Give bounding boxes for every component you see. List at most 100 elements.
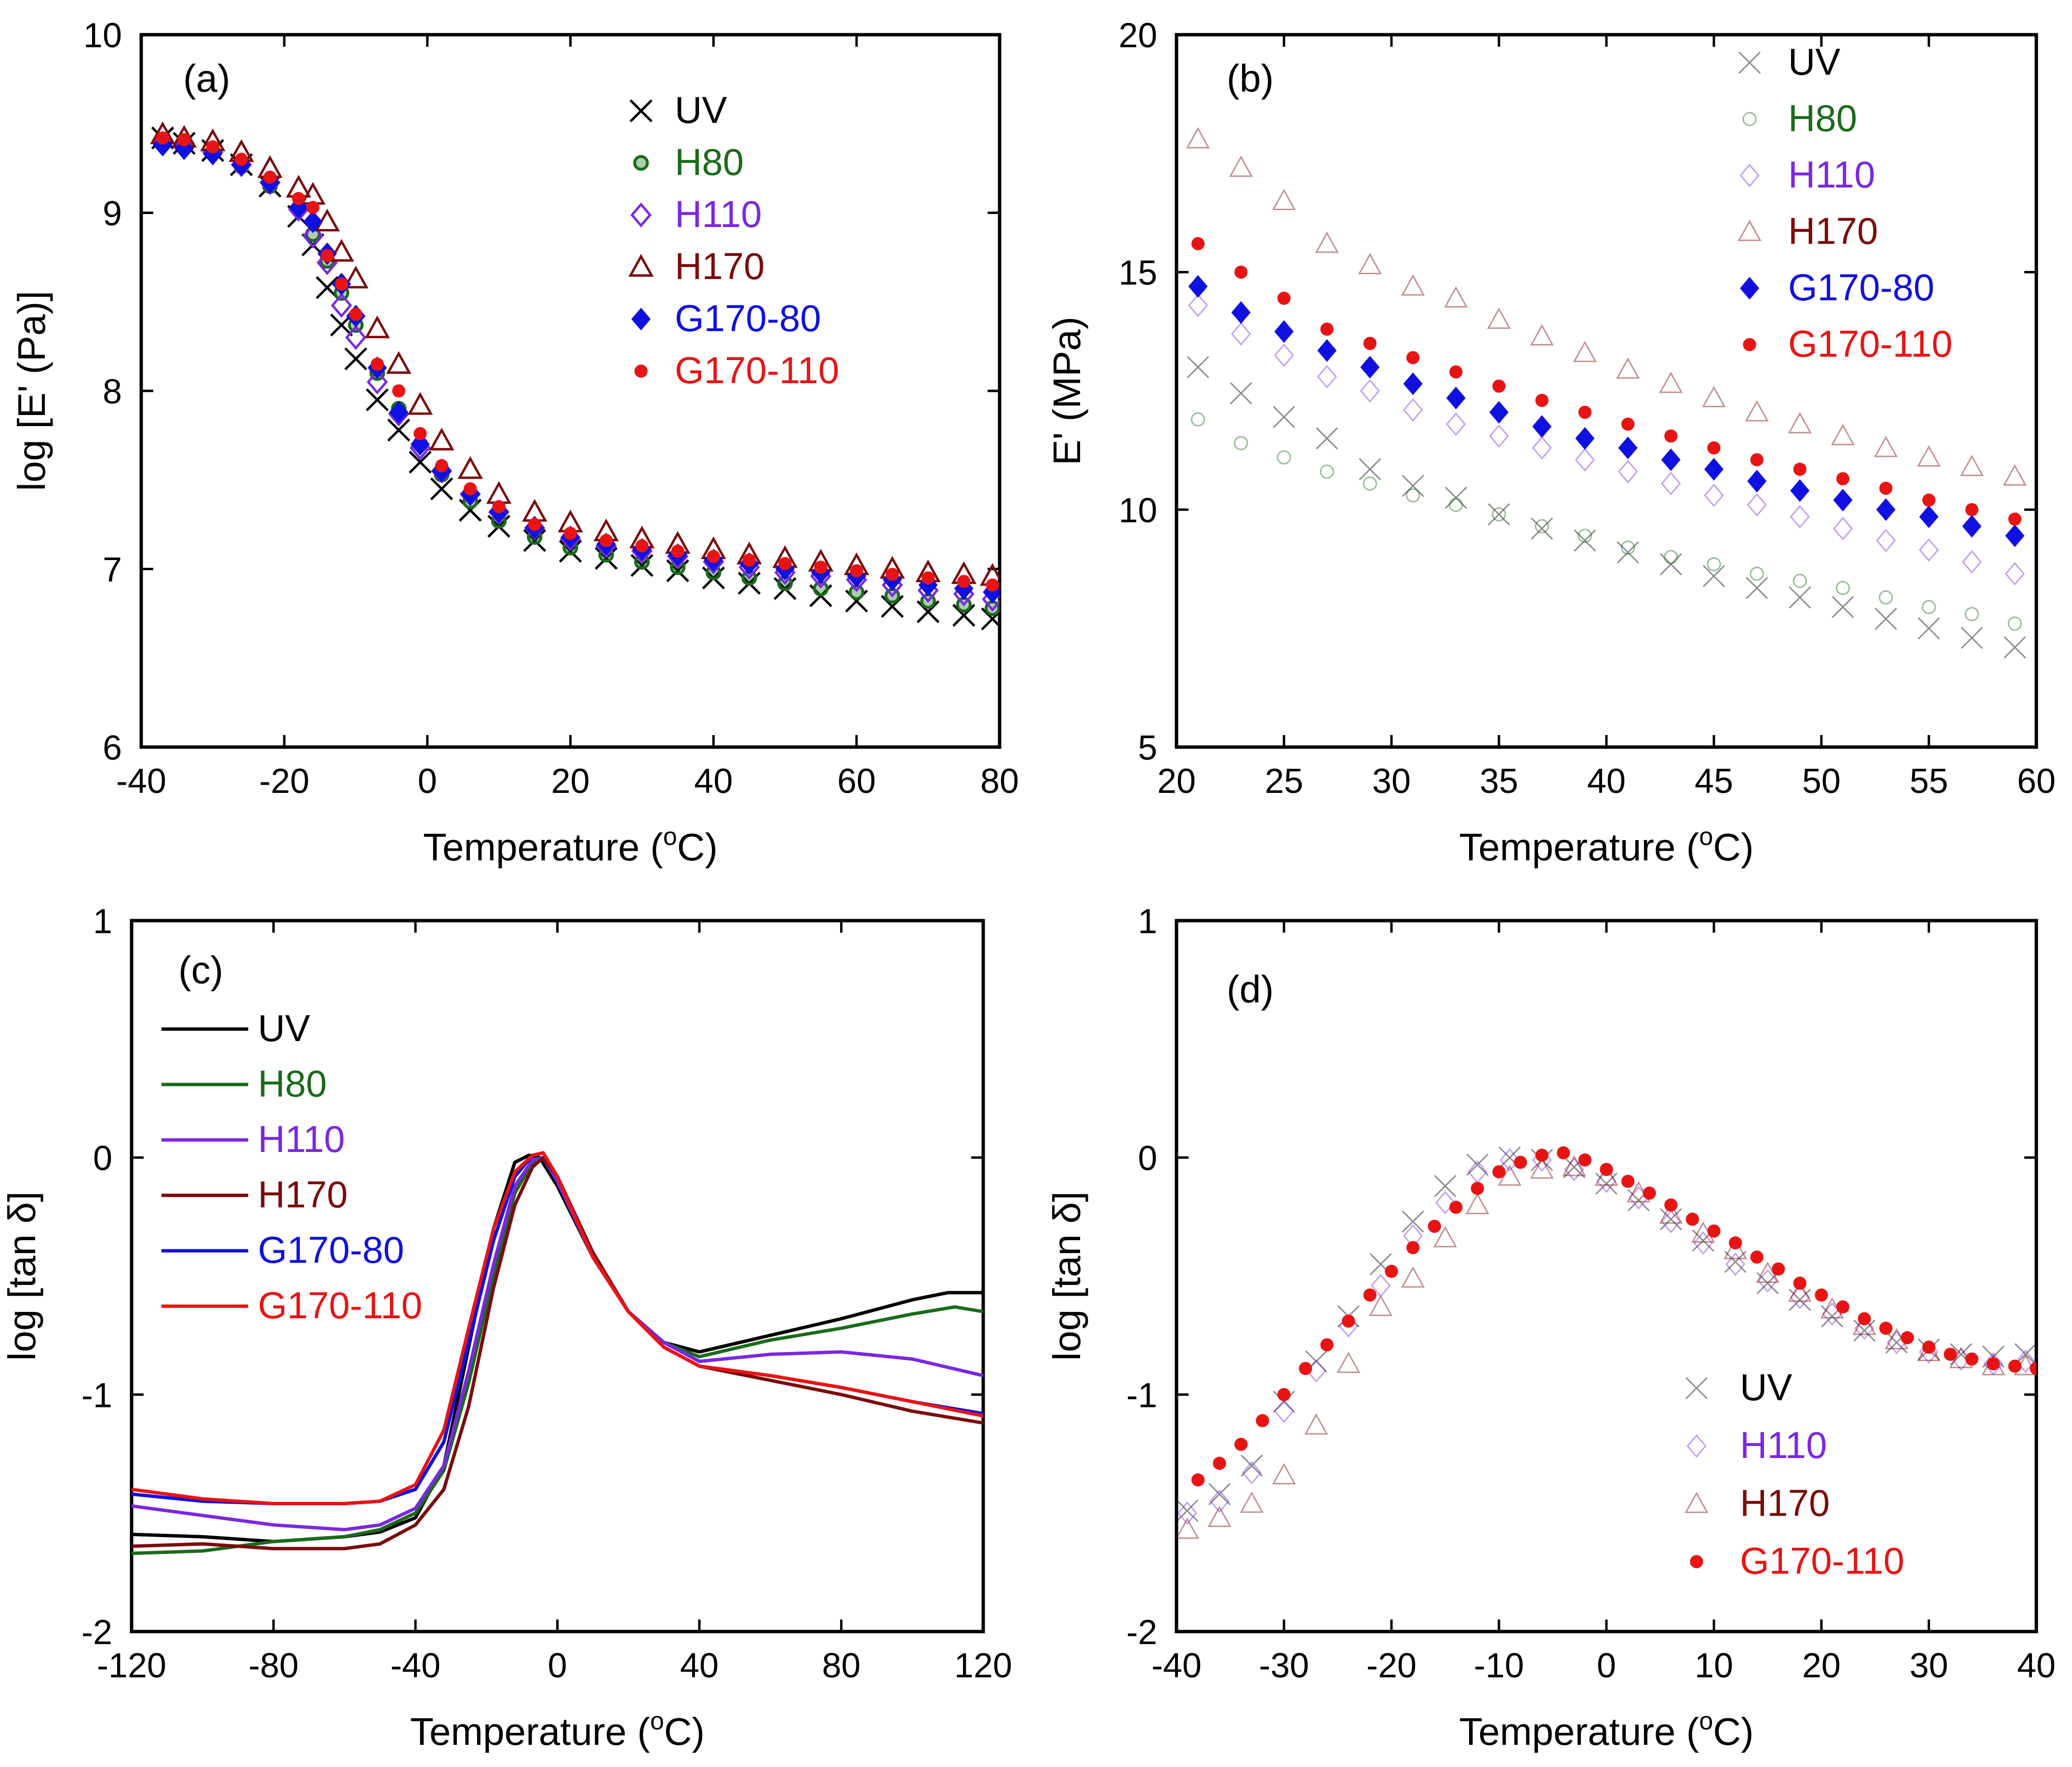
legend-label-H170: H170 [1740, 1482, 1830, 1524]
legend: UV H80 H110 H170 G170-80 G170-110 [161, 1007, 422, 1326]
data-point-G170-110 [1922, 493, 1936, 507]
y-tick-label: 6 [103, 729, 122, 767]
data-point-UV-stroke-1 [1789, 1288, 1811, 1311]
data-point-UV-stroke-1 [2004, 636, 2026, 659]
data-point-UV-stroke-1 [1595, 1172, 1618, 1195]
data-point-H80 [1750, 566, 1764, 581]
data-point-G170-110 [1449, 1201, 1463, 1214]
data-point-H170 [1788, 1280, 1812, 1302]
data-point-UV-stroke-2 [409, 451, 432, 474]
data-point-UV-stroke-2 [981, 610, 1000, 630]
data-point-UV [1444, 486, 1467, 509]
data-point-UV-stroke-1 [1241, 1454, 1263, 1477]
data-point-UV-stroke-2 [1595, 1172, 1618, 1195]
series-line-G170-110 [132, 1151, 983, 1505]
x-tick-label: -120 [97, 1647, 166, 1685]
data-point-H110 [1317, 365, 1337, 388]
legend-item-H80: H80 [1742, 97, 1857, 139]
data-point-UV [1466, 1153, 1489, 1176]
data-point-H170 [1530, 1157, 1554, 1179]
data-point-G170-110 [1621, 1175, 1635, 1188]
data-point-UV-stroke-2 [630, 554, 654, 577]
data-point-G170-80 [1317, 339, 1337, 362]
data-point-H110 [1661, 1210, 1681, 1233]
x-tick-label: 60 [837, 762, 876, 801]
series-H170 [1186, 127, 2027, 486]
data-point-H80 [848, 584, 865, 600]
legend-item-G170-80: G170-80 [161, 1229, 404, 1271]
x-tick-label: 35 [1480, 762, 1518, 801]
data-point-G170-110 [1191, 237, 1205, 251]
data-point-G170-110 [1879, 1322, 1893, 1335]
data-point-G170-110 [1234, 1437, 1248, 1451]
y-tick-label: 10 [83, 16, 122, 55]
data-point-G170-110 [1406, 351, 1420, 364]
data-point-H170 [1530, 324, 1554, 346]
legend-swatch-H110 [1686, 1434, 1707, 1458]
series-H110 [132, 1156, 983, 1532]
data-point-UV-stroke-2 [387, 418, 411, 442]
data-point-G170-110 [1664, 1198, 1678, 1212]
data-point-G170-110 [1298, 1362, 1312, 1375]
data-point-G170-110 [1815, 1288, 1828, 1302]
data-point-G170-110 [414, 427, 427, 441]
data-point-H110 [1747, 493, 1767, 517]
y-tick-label: 0 [1138, 1139, 1157, 1178]
data-point-G170-110 [1492, 1165, 1506, 1178]
data-point-UV [1702, 565, 1725, 588]
series-line-H170 [132, 1156, 983, 1551]
legend-item-H110: H110 [1739, 153, 1875, 196]
x-tick-label: -40 [116, 762, 166, 801]
data-point-UV-stroke-1 [1305, 1350, 1327, 1373]
x-axis-label-suffix: C) [677, 826, 718, 869]
data-point-UV [981, 607, 1000, 630]
legend-label-UV: UV [1740, 1366, 1792, 1408]
data-point-G170-80 [1618, 436, 1638, 459]
data-point-G170-110 [1492, 379, 1506, 393]
data-point-G170-110 [1750, 453, 1764, 467]
data-point-G170-80 [2005, 524, 2025, 548]
data-point-H110 [1231, 322, 1251, 346]
data-point-G170-110 [2008, 1359, 2022, 1373]
data-point-G170-110 [885, 567, 899, 581]
data-point-UV-stroke-1 [1444, 486, 1467, 509]
data-point-G170-80 [1704, 458, 1724, 481]
y-axis-label: log [tan δ] [1045, 1191, 1088, 1361]
data-point-H80 [1363, 476, 1377, 491]
legend-item-H80: H80 [633, 141, 744, 183]
data-point-H170 [1240, 1491, 1264, 1513]
data-point-H110 [1790, 505, 1810, 529]
data-point-UV-stroke-1 [1402, 475, 1424, 497]
x-tick-label: -80 [248, 1647, 298, 1685]
legend-item-H170: H170 [1684, 1482, 1830, 1524]
data-point-G170-110 [1965, 1352, 1978, 1366]
legend-item-H170: H170 [161, 1173, 348, 1216]
y-tick-label: 0 [93, 1139, 112, 1178]
data-point-H110 [1489, 424, 1509, 448]
data-point-UV-stroke-2 [1617, 541, 1639, 564]
data-point-H110 [1919, 538, 1939, 562]
x-axis-label: Temperature (oC) [423, 823, 718, 869]
data-point-G170-110 [349, 308, 362, 321]
data-point-G170-110 [1277, 1388, 1291, 1401]
data-point-UV [1659, 1208, 1682, 1231]
legend: UV H110 H170 G170-110 [1684, 1366, 1904, 1582]
legend-label-UV: UV [1788, 40, 1840, 83]
data-point-G170-110 [492, 500, 506, 513]
data-point-UV-stroke-2 [594, 547, 618, 570]
data-point-G170-110 [1385, 1265, 1398, 1278]
data-point-H170 [1401, 1266, 1425, 1288]
data-point-UV-stroke-2 [666, 559, 689, 582]
data-point-H170 [1616, 357, 1640, 379]
legend-swatch-UV-stroke-1 [1738, 51, 1761, 74]
data-point-UV [952, 603, 976, 627]
data-point-G170-110 [600, 534, 613, 548]
y-tick-label: 7 [103, 551, 122, 589]
data-point-H110 [1177, 1501, 1197, 1525]
data-point-UV-stroke-2 [366, 388, 389, 412]
data-point-UV-stroke-2 [1874, 607, 1897, 630]
legend-swatch-UV-stroke-2 [1685, 1377, 1708, 1400]
data-point-G170-110 [1707, 1224, 1721, 1238]
data-point-H110 [1661, 471, 1681, 495]
data-point-H170 [1272, 1463, 1296, 1485]
